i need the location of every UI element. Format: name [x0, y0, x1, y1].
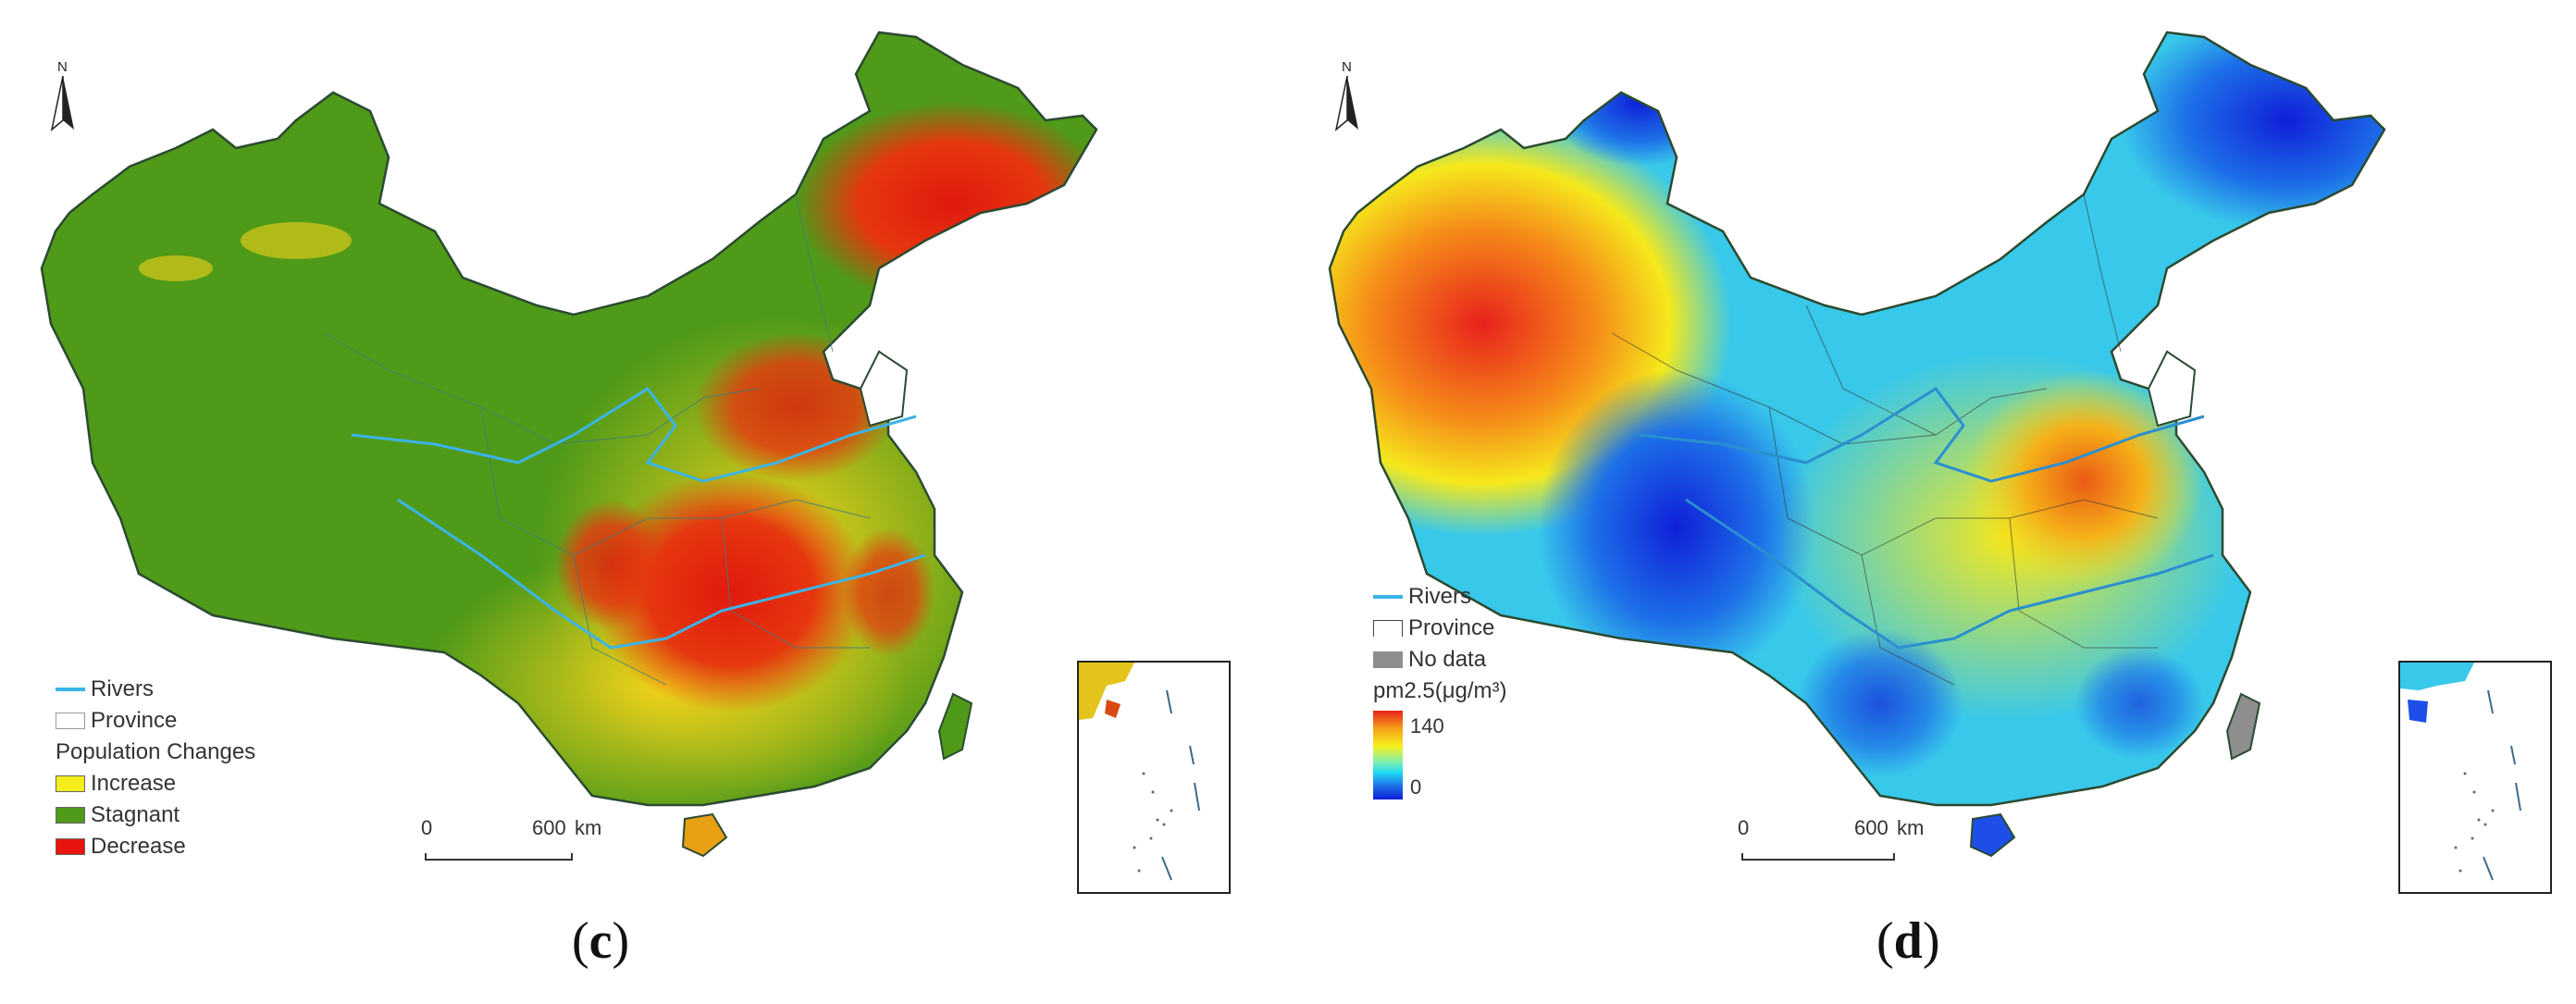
- ramp-max-label: 140: [1410, 714, 1444, 738]
- north-label: N: [57, 59, 68, 75]
- legend-population: Rivers Province Population Changes Incre…: [56, 674, 255, 862]
- legend-row-increase: Increase: [56, 768, 255, 799]
- scale-end: 600: [1854, 816, 1889, 839]
- ramp-min-label: 0: [1410, 775, 1422, 799]
- pm25-low-south: [1797, 629, 1963, 777]
- pm25-map: [1328, 31, 2386, 858]
- north-arrow-icon: [50, 76, 74, 131]
- decrease-swatch: [56, 838, 85, 855]
- scale-bar-line: [1741, 853, 1895, 861]
- yellow-river: [1639, 386, 2205, 483]
- hainan-island: [1969, 812, 2016, 858]
- panel-population-changes: N Rivers Province Population Changes Inc…: [40, 31, 1231, 970]
- province-symbol: [56, 713, 85, 729]
- hainan-island: [681, 812, 728, 858]
- increase-swatch: [56, 775, 85, 792]
- south-china-sea-inset: [2398, 661, 2552, 894]
- rivers-symbol: [56, 688, 85, 691]
- yangtze-river: [1685, 498, 2214, 650]
- country-outline: [40, 31, 1098, 807]
- caption-letter-c: c: [588, 912, 613, 970]
- legend-ramp-title: pm2.5(μg/m³): [1373, 678, 1507, 703]
- pm25-surface: [1330, 32, 2384, 805]
- scale-end: 600: [532, 816, 566, 839]
- legend-pm25: Rivers Province No data pm2.5(μg/m³) 140…: [1373, 581, 1507, 803]
- pm25-low-northeast: [2121, 32, 2384, 231]
- scale-unit: km: [575, 816, 602, 839]
- increase-patch-northwest: [139, 255, 213, 281]
- yangtze-river: [397, 498, 926, 650]
- scale-start: 0: [1738, 816, 1750, 839]
- color-ramp: 140 0: [1373, 711, 1507, 803]
- scale-start: 0: [421, 816, 433, 839]
- population-change-map: [40, 31, 1098, 858]
- legend-label-stagnant: Stagnant: [91, 802, 180, 827]
- south-china-sea-inset: [1077, 661, 1231, 894]
- province-boundaries: [1611, 193, 2159, 686]
- rivers-layer: [351, 386, 926, 650]
- caption-letter-d: d: [1893, 912, 1923, 970]
- legend-label-province: Province: [1408, 615, 1495, 640]
- legend-label-increase: Increase: [91, 771, 177, 796]
- legend-row-decrease: Decrease: [56, 831, 255, 862]
- decrease-area-northeast: [796, 102, 1096, 305]
- pm25-hotspot-east: [1963, 370, 2204, 592]
- legend-row-province: Province: [1373, 613, 1507, 644]
- legend-label-no-data: No data: [1408, 647, 1487, 672]
- stagnant-swatch: [56, 807, 85, 824]
- panel-pm25: N Rivers Province No data pm2.5(μg/m³) 1…: [1288, 0, 2576, 1004]
- legend-ramp-title-row: pm2.5(μg/m³): [1373, 676, 1507, 707]
- legend-heading: Population Changes: [56, 737, 255, 768]
- decrease-area-coast: [842, 527, 935, 657]
- decrease-area-central: [592, 472, 870, 713]
- north-arrow: N: [1331, 59, 1368, 161]
- pm25-low-tibet: [1538, 370, 1815, 685]
- scale-unit: km: [1897, 816, 1925, 839]
- panel-caption-d: (d): [1876, 912, 1940, 970]
- north-arrow-icon: [1334, 76, 1358, 131]
- color-ramp-bar: [1373, 711, 1403, 799]
- legend-label-province: Province: [91, 708, 178, 733]
- scale-bar: 0 600 km: [1738, 816, 1924, 872]
- legend-title: Population Changes: [56, 739, 256, 764]
- yellow-river: [351, 386, 917, 483]
- legend-row-no-data: No data: [1373, 644, 1507, 676]
- rivers-layer: [1639, 386, 2214, 650]
- province-symbol: [1373, 620, 1403, 637]
- scale-bar: 0 600 km: [421, 816, 601, 872]
- legend-row-rivers: Rivers: [56, 674, 255, 705]
- inset-map: [2400, 663, 2521, 881]
- no-data-swatch: [1373, 651, 1403, 668]
- decrease-area-sichuan: [555, 500, 666, 629]
- province-boundaries: [323, 193, 871, 686]
- legend-label-rivers: Rivers: [1408, 584, 1472, 609]
- taiwan-no-data: [2225, 692, 2261, 761]
- pm25-low-southeast: [2074, 648, 2204, 759]
- north-label: N: [1342, 59, 1352, 75]
- bohai-sea: [859, 350, 909, 428]
- legend-row-province: Province: [56, 705, 255, 737]
- legend-row-stagnant: Stagnant: [56, 799, 255, 831]
- legend-row-rivers: Rivers: [1373, 581, 1507, 613]
- north-arrow: N: [46, 59, 83, 161]
- rivers-symbol: [1373, 595, 1403, 599]
- bohai-sea: [2147, 350, 2197, 428]
- increase-patch-west: [241, 222, 352, 259]
- legend-label-decrease: Decrease: [91, 834, 186, 859]
- inset-map: [1079, 663, 1200, 881]
- legend-label-rivers: Rivers: [91, 676, 155, 701]
- country-outline: [1328, 31, 2386, 807]
- panel-caption-c: (c): [572, 912, 630, 970]
- scale-bar-line: [425, 853, 573, 861]
- taiwan-island: [937, 692, 973, 761]
